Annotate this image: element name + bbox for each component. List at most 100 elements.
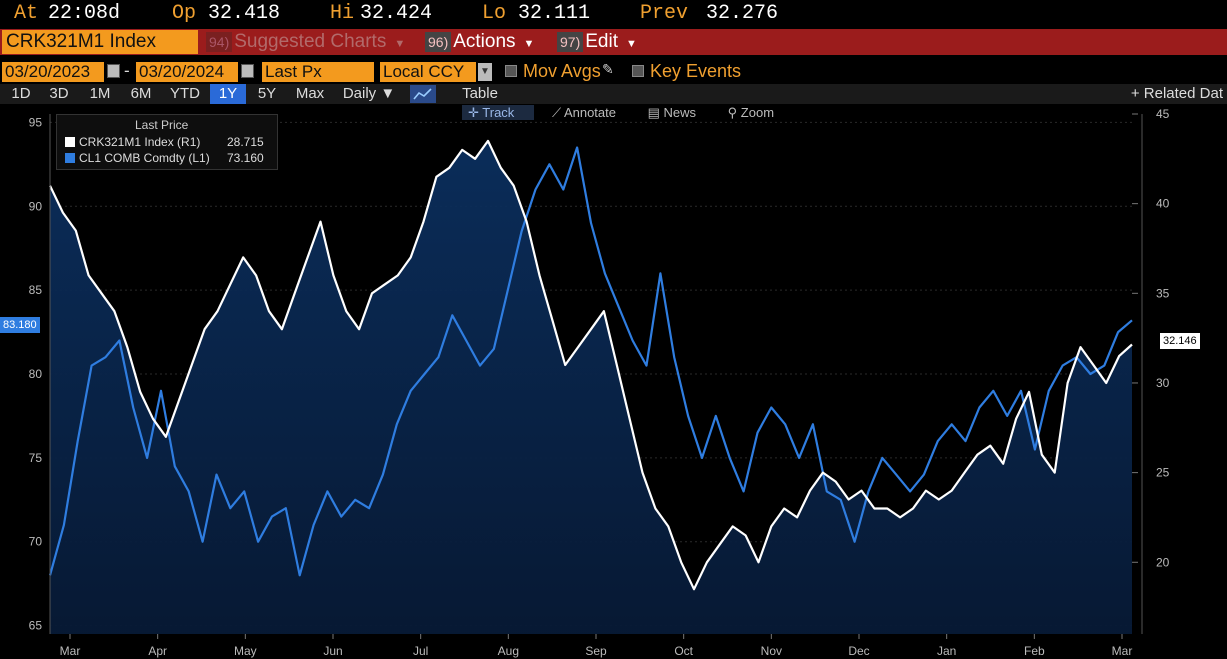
at-label: At [14, 2, 39, 25]
chevron-down-icon[interactable]: ▼ [478, 63, 492, 81]
y-right-tick-label: 35 [1156, 286, 1170, 300]
caret-down-icon: ▼ [523, 38, 535, 50]
legend-item-crk[interactable]: CRK321M1 Index (R1) [65, 135, 200, 149]
x-tick-label: May [234, 644, 257, 658]
caret-down-icon: ▼ [380, 85, 396, 102]
range-1d[interactable]: 1D [11, 85, 31, 102]
y-right-tick-label: 30 [1156, 376, 1170, 390]
y-right-tick-label: 20 [1156, 555, 1170, 569]
menu-label: Suggested Charts [234, 31, 387, 52]
range-bar: 1D 3D 1M 6M YTD 1Y 5Y Max Daily ▼ Table [0, 84, 1227, 104]
chart-legend: Last Price CRK321M1 Index (R1) 28.715 CL… [56, 114, 278, 170]
x-tick-label: Aug [498, 644, 519, 658]
range-max[interactable]: Max [295, 85, 325, 102]
x-tick-label: Mar [60, 644, 81, 658]
legend-value: 28.715 [227, 135, 264, 149]
x-tick-label: Jun [323, 644, 342, 658]
edit-menu[interactable]: 97) Edit ▼ [557, 29, 637, 55]
zoom-label: Zoom [740, 105, 775, 120]
related-data-button[interactable]: + Related Dat [1130, 85, 1223, 102]
line-chart-icon-graphic [413, 88, 432, 100]
legend-header: Last Price [135, 118, 189, 132]
key-events-label[interactable]: Key Events [650, 61, 742, 81]
legend-item-cl1[interactable]: CL1 COMB Comdty (L1) [65, 151, 210, 165]
y-left-tick-label: 85 [29, 283, 43, 297]
field-selector[interactable]: Last Px [262, 62, 374, 82]
prev-label: Prev [640, 2, 689, 25]
news-label: News [663, 105, 697, 120]
price-chart[interactable]: 65 70 75 80 85 90 95 20 25 30 35 40 45 Mar Apr May Jun… [0, 104, 1227, 659]
y-left-tick-label: 65 [29, 619, 43, 633]
range-ytd[interactable]: YTD [170, 85, 200, 102]
y-right-tick-label: 25 [1156, 466, 1170, 480]
y-left-tick-label: 75 [29, 451, 43, 465]
date-separator: - [124, 61, 130, 80]
annotate-tool[interactable]: ⟋ Annotate [551, 105, 616, 120]
actions-menu[interactable]: 96) Actions ▼ [425, 29, 534, 55]
function-bar: CRK321M1 Index 94) Suggested Charts ▼ 96) A… [0, 29, 1227, 55]
frequency-selector[interactable]: Daily ▼ [336, 84, 402, 104]
track-tool[interactable]: ✛ Track [462, 105, 535, 120]
menu-label: Actions [453, 31, 516, 52]
x-tick-label: Nov [761, 644, 782, 658]
currency-selector[interactable]: Local CCY [380, 62, 476, 82]
crk-area-fill [50, 140, 1132, 634]
pencil-icon[interactable]: ✎ [602, 61, 614, 77]
x-tick-label: Dec [848, 644, 869, 658]
news-tool[interactable]: ▤ News [647, 105, 697, 120]
calendar-icon[interactable] [241, 64, 254, 78]
at-value: 22:08d [48, 2, 121, 25]
open-value: 32.418 [208, 2, 281, 25]
calendar-icon[interactable] [107, 64, 120, 78]
options-bar: 03/20/2023 - 03/20/2024 Last Px Local CC… [0, 60, 1227, 84]
caret-down-icon: ▼ [625, 38, 637, 50]
menu-number: 94) [206, 32, 233, 52]
range-5y[interactable]: 5Y [257, 85, 277, 102]
range-6m[interactable]: 6M [130, 85, 152, 102]
menu-label: Edit [585, 31, 618, 52]
last-price-left-label: 83.180 [0, 317, 40, 333]
high-value: 32.424 [360, 2, 433, 25]
y-left-tick-label: 95 [29, 115, 43, 129]
crk-series-line [49, 139, 1133, 591]
range-1m[interactable]: 1M [89, 85, 111, 102]
frequency-label: Daily [342, 85, 377, 102]
chart-toolbar: ✛ Track ⟋ Annotate ▤ News ⚲ Zoom [462, 105, 802, 123]
range-3d[interactable]: 3D [49, 85, 69, 102]
legend-swatch [65, 137, 75, 147]
x-tick-label: Feb [1024, 644, 1045, 658]
zoom-tool[interactable]: ⚲ Zoom [727, 105, 775, 120]
x-tick-label: Oct [674, 644, 693, 658]
legend-name: CL1 COMB Comdty (L1) [79, 151, 210, 165]
x-tick-label: Jul [413, 644, 428, 658]
start-date-field[interactable]: 03/20/2023 [2, 62, 104, 82]
low-value: 32.111 [518, 2, 591, 25]
open-label: Op [172, 2, 197, 25]
track-label: Track [482, 105, 515, 120]
end-date-field[interactable]: 03/20/2024 [136, 62, 238, 82]
y-left-tick-label: 90 [29, 199, 43, 213]
y-left-tick-label: 80 [29, 367, 43, 381]
mov-avgs-checkbox[interactable] [505, 65, 517, 77]
ticker-field[interactable]: CRK321M1 Index [2, 30, 198, 54]
key-events-checkbox[interactable] [632, 65, 644, 77]
menu-number: 97) [557, 32, 584, 52]
high-label: Hi [330, 2, 355, 25]
mov-avgs-label[interactable]: Mov Avgs [523, 61, 601, 81]
line-chart-icon[interactable] [410, 85, 436, 103]
legend-swatch [65, 153, 75, 163]
last-price-right-label: 32.146 [1160, 333, 1200, 349]
legend-value: 73.160 [227, 151, 264, 165]
range-1y[interactable]: 1Y [210, 84, 246, 104]
cl1-series-line [48, 146, 1133, 577]
y-right-tick-label: 40 [1156, 197, 1170, 211]
quote-bar: At 22:08d Op 32.418 Hi 32.424 Lo 32.111 … [0, 0, 1227, 28]
x-tick-label: Sep [585, 644, 607, 658]
table-button[interactable]: Table [462, 85, 498, 102]
suggested-charts-menu[interactable]: 94) Suggested Charts ▼ [206, 29, 405, 55]
annotate-label: Annotate [563, 105, 616, 120]
x-tick-label: Mar [1112, 644, 1133, 658]
low-label: Lo [482, 2, 507, 25]
menu-number: 96) [425, 32, 452, 52]
x-tick-label: Apr [148, 644, 167, 658]
